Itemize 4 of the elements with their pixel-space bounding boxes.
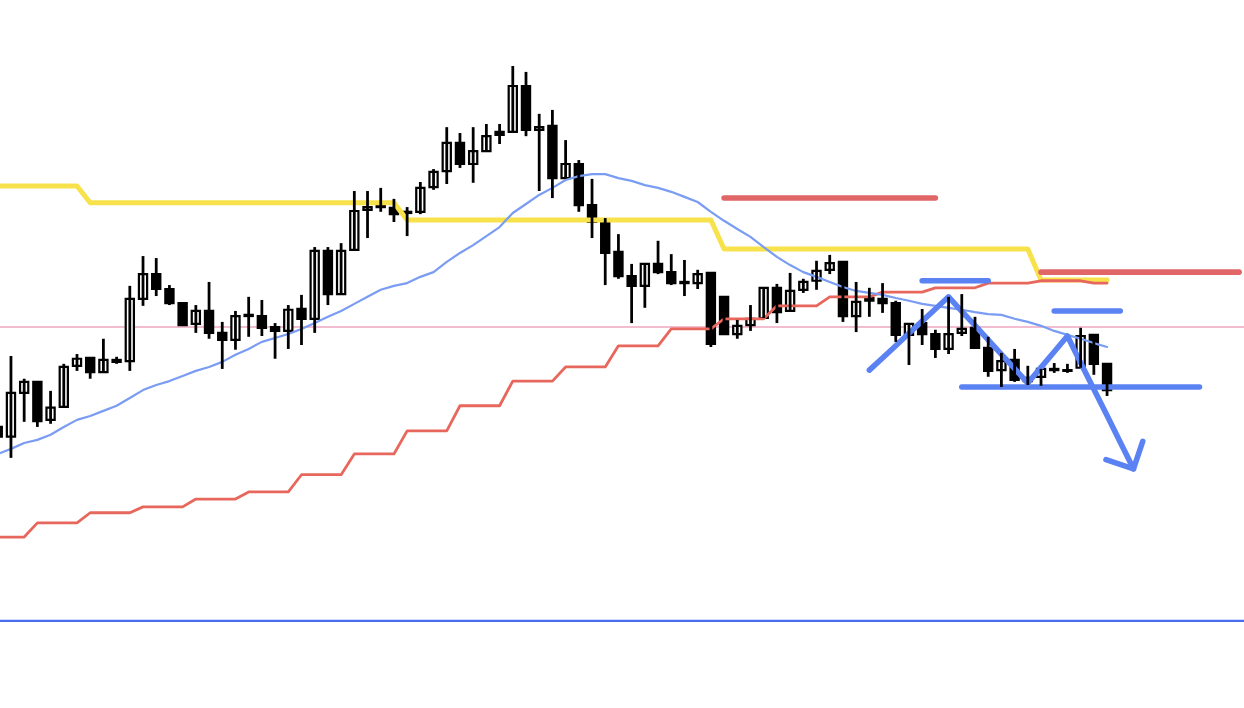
candlestick (1062, 362, 1073, 375)
candlestick (758, 286, 769, 320)
candlestick (177, 301, 188, 327)
candlestick (718, 295, 730, 336)
